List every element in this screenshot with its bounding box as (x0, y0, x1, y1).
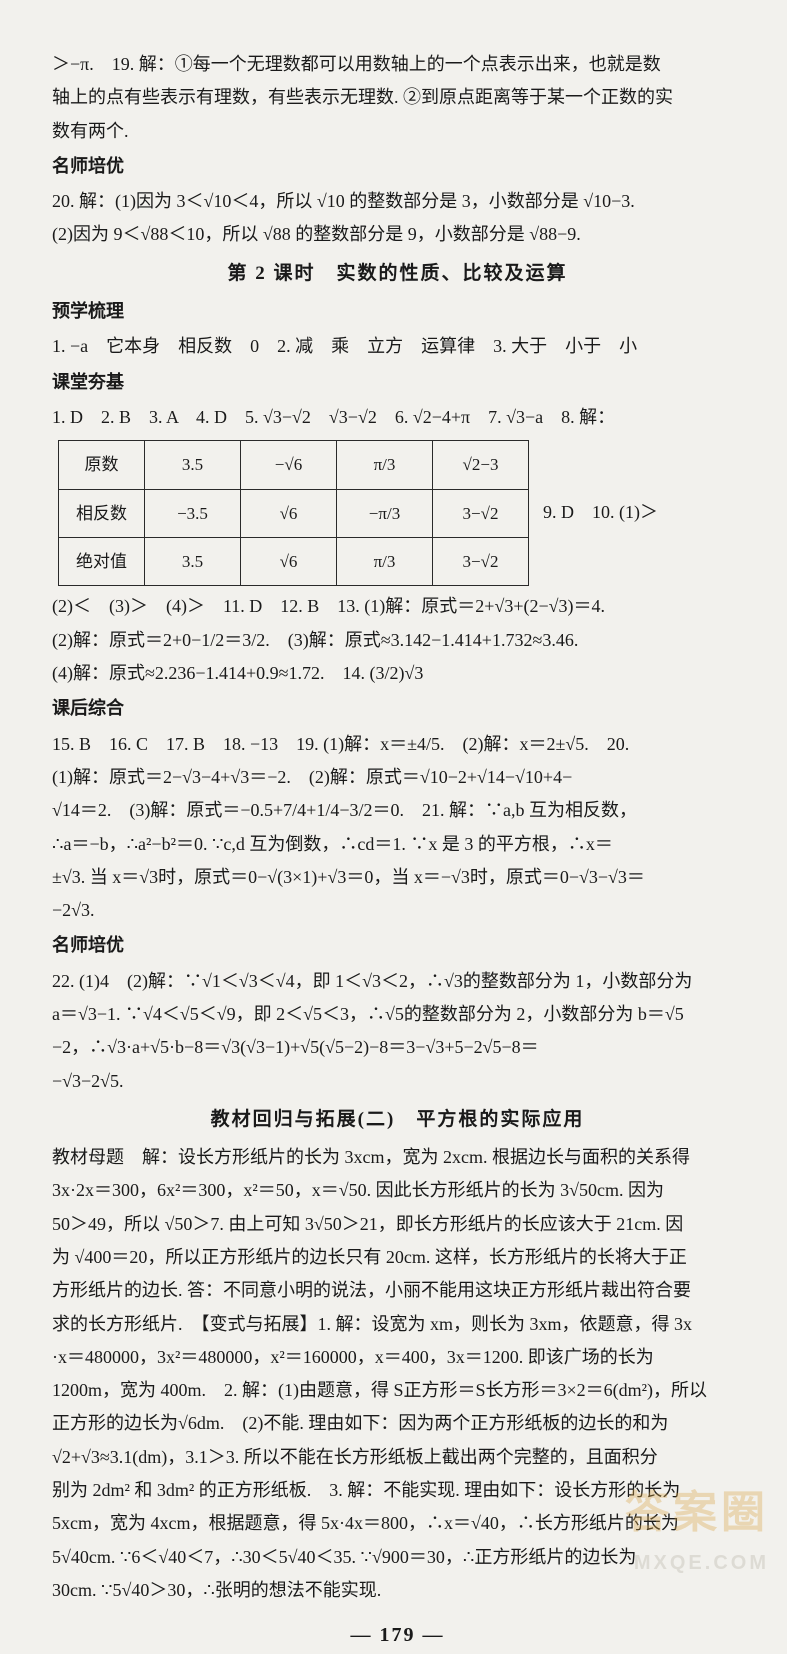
cell: 3−√2 (433, 537, 529, 585)
table-row: 相反数 −3.5 √6 −π/3 3−√2 (59, 489, 529, 537)
cell: 3.5 (145, 441, 241, 489)
page-number: — 179 — (52, 1617, 743, 1654)
cell: √2−3 (433, 441, 529, 489)
intro-line-3: 数有两个. (52, 115, 743, 148)
cell: π/3 (337, 441, 433, 489)
jc-line-14: 30cm. ∵5√40＞30，∴张明的想法不能实现. (52, 1574, 743, 1607)
jc-line-11: 别为 2dm² 和 3dm² 的正方形纸板. 3. 解：不能实现. 理由如下：设… (52, 1474, 743, 1507)
cell: 相反数 (59, 489, 145, 537)
jc-line-2: 3x·2x＝300，6x²＝300，x²＝50，x＝√50. 因此长方形纸片的长… (52, 1174, 743, 1207)
jc-line-4: 为 √400＝20，所以正方形纸片的边长只有 20cm. 这样，长方形纸片的长将… (52, 1241, 743, 1274)
jc-line-9: 正方形的边长为√6dm. (2)不能. 理由如下：因为两个正方形纸板的边长的和为 (52, 1407, 743, 1440)
heading-ketang: 课堂夯基 (52, 366, 743, 399)
jc-line-13: 5√40cm. ∵6＜√40＜7，∴30＜5√40＜35. ∵√900＝30，∴… (52, 1541, 743, 1574)
heading-yuxue: 预学梳理 (52, 295, 743, 328)
jc-line-10: √2+√3≈3.1(dm)，3.1＞3. 所以不能在长方形纸板上截出两个完整的，… (52, 1441, 743, 1474)
ketang2-line-2: (2)解：原式＝2+0−1/2＝3/2. (3)解：原式≈3.142−1.414… (52, 624, 743, 657)
lesson-title-2: 第 2 课时 实数的性质、比较及运算 (52, 256, 743, 291)
heading-kehou: 课后综合 (52, 692, 743, 725)
cell: 绝对值 (59, 537, 145, 585)
table-row: 绝对值 3.5 √6 π/3 3−√2 (59, 537, 529, 585)
cell: 3−√2 (433, 489, 529, 537)
kehou-line-6: −2√3. (52, 894, 743, 927)
cell: π/3 (337, 537, 433, 585)
kehou-line-4: ∴a＝−b，∴a²−b²＝0. ∵c,d 互为倒数，∴cd＝1. ∵x 是 3 … (52, 828, 743, 861)
cell: 原数 (59, 441, 145, 489)
cell: √6 (241, 489, 337, 537)
kehou-line-1: 15. B 16. C 17. B 18. −13 19. (1)解：x＝±4/… (52, 728, 743, 761)
kehou-line-3: √14＝2. (3)解：原式＝−0.5+7/4+1/4−3/2＝0. 21. 解… (52, 794, 743, 827)
mingshi2-line-4: −√3−2√5. (52, 1065, 743, 1098)
cell: −π/3 (337, 489, 433, 537)
table-wrap: 原数 3.5 −√6 π/3 √2−3 相反数 −3.5 √6 −π/3 3−√… (52, 434, 743, 590)
jc-line-7: ·x＝480000，3x²＝480000，x²＝160000，x＝400，3x＝… (52, 1341, 743, 1374)
kehou-line-5: ±√3. 当 x＝√3时，原式＝0−√(3×1)+√3＝0，当 x＝−√3时，原… (52, 861, 743, 894)
intro-line-2: 轴上的点有些表示有理数，有些表示无理数. ②到原点距离等于某一个正数的实 (52, 81, 743, 114)
jc-line-6: 求的长方形纸片. 【变式与拓展】1. 解：设宽为 xm，则长为 3xm，依题意，… (52, 1308, 743, 1341)
ketang2-line-3: (4)解：原式≈2.236−1.414+0.9≈1.72. 14. (3/2)√… (52, 657, 743, 690)
mingshi2-line-1: 22. (1)4 (2)解：∵√1＜√3＜√4，即 1＜√3＜2，∴√3的整数部… (52, 965, 743, 998)
lesson-title-3: 教材回归与拓展(二) 平方根的实际应用 (52, 1102, 743, 1137)
heading-mingshi-1: 名师培优 (52, 150, 743, 183)
jc-line-3: 50＞49，所以 √50＞7. 由上可知 3√50＞21，即长方形纸片的长应该大… (52, 1208, 743, 1241)
answer-table: 原数 3.5 −√6 π/3 √2−3 相反数 −3.5 √6 −π/3 3−√… (58, 440, 529, 586)
jc-line-8: 1200m，宽为 400m. 2. 解：(1)由题意，得 S正方形＝S长方形＝3… (52, 1374, 743, 1407)
q20-line-1: 20. 解：(1)因为 3＜√10＜4，所以 √10 的整数部分是 3，小数部分… (52, 185, 743, 218)
q20-line-2: (2)因为 9＜√88＜10，所以 √88 的整数部分是 9，小数部分是 √88… (52, 218, 743, 251)
table-row: 原数 3.5 −√6 π/3 √2−3 (59, 441, 529, 489)
heading-mingshi-2: 名师培优 (52, 929, 743, 962)
jc-line-1: 教材母题 解：设长方形纸片的长为 3xcm，宽为 2xcm. 根据边长与面积的关… (52, 1141, 743, 1174)
mingshi2-line-2: a＝√3−1. ∵√4＜√5＜√9，即 2＜√5＜3，∴√5的整数部分为 2，小… (52, 998, 743, 1031)
jc-line-12: 5xcm，宽为 4xcm，根据题意，得 5x·4x＝800，∴x＝√40，∴长方… (52, 1507, 743, 1540)
mingshi2-line-3: −2，∴√3·a+√5·b−8＝√3(√3−1)+√5(√5−2)−8＝3−√3… (52, 1031, 743, 1064)
ketang-line-1: 1. D 2. B 3. A 4. D 5. √3−√2 √3−√2 6. √2… (52, 401, 743, 434)
kehou-line-2: (1)解：原式＝2−√3−4+√3＝−2. (2)解：原式＝√10−2+√14−… (52, 761, 743, 794)
ketang2-line-1: (2)＜ (3)＞ (4)＞ 11. D 12. B 13. (1)解：原式＝2… (52, 590, 743, 623)
cell: √6 (241, 537, 337, 585)
intro-line-1: ＞−π. 19. 解：①每一个无理数都可以用数轴上的一个点表示出来，也就是数 (52, 48, 743, 81)
after-table-text: 9. D 10. (1)＞ (543, 496, 658, 529)
cell: 3.5 (145, 537, 241, 585)
jc-line-5: 方形纸片的边长. 答：不同意小明的说法，小丽不能用这块正方形纸片裁出符合要 (52, 1274, 743, 1307)
cell: −√6 (241, 441, 337, 489)
yuxue-line-1: 1. −a 它本身 相反数 0 2. 减 乘 立方 运算律 3. 大于 小于 小 (52, 330, 743, 363)
cell: −3.5 (145, 489, 241, 537)
